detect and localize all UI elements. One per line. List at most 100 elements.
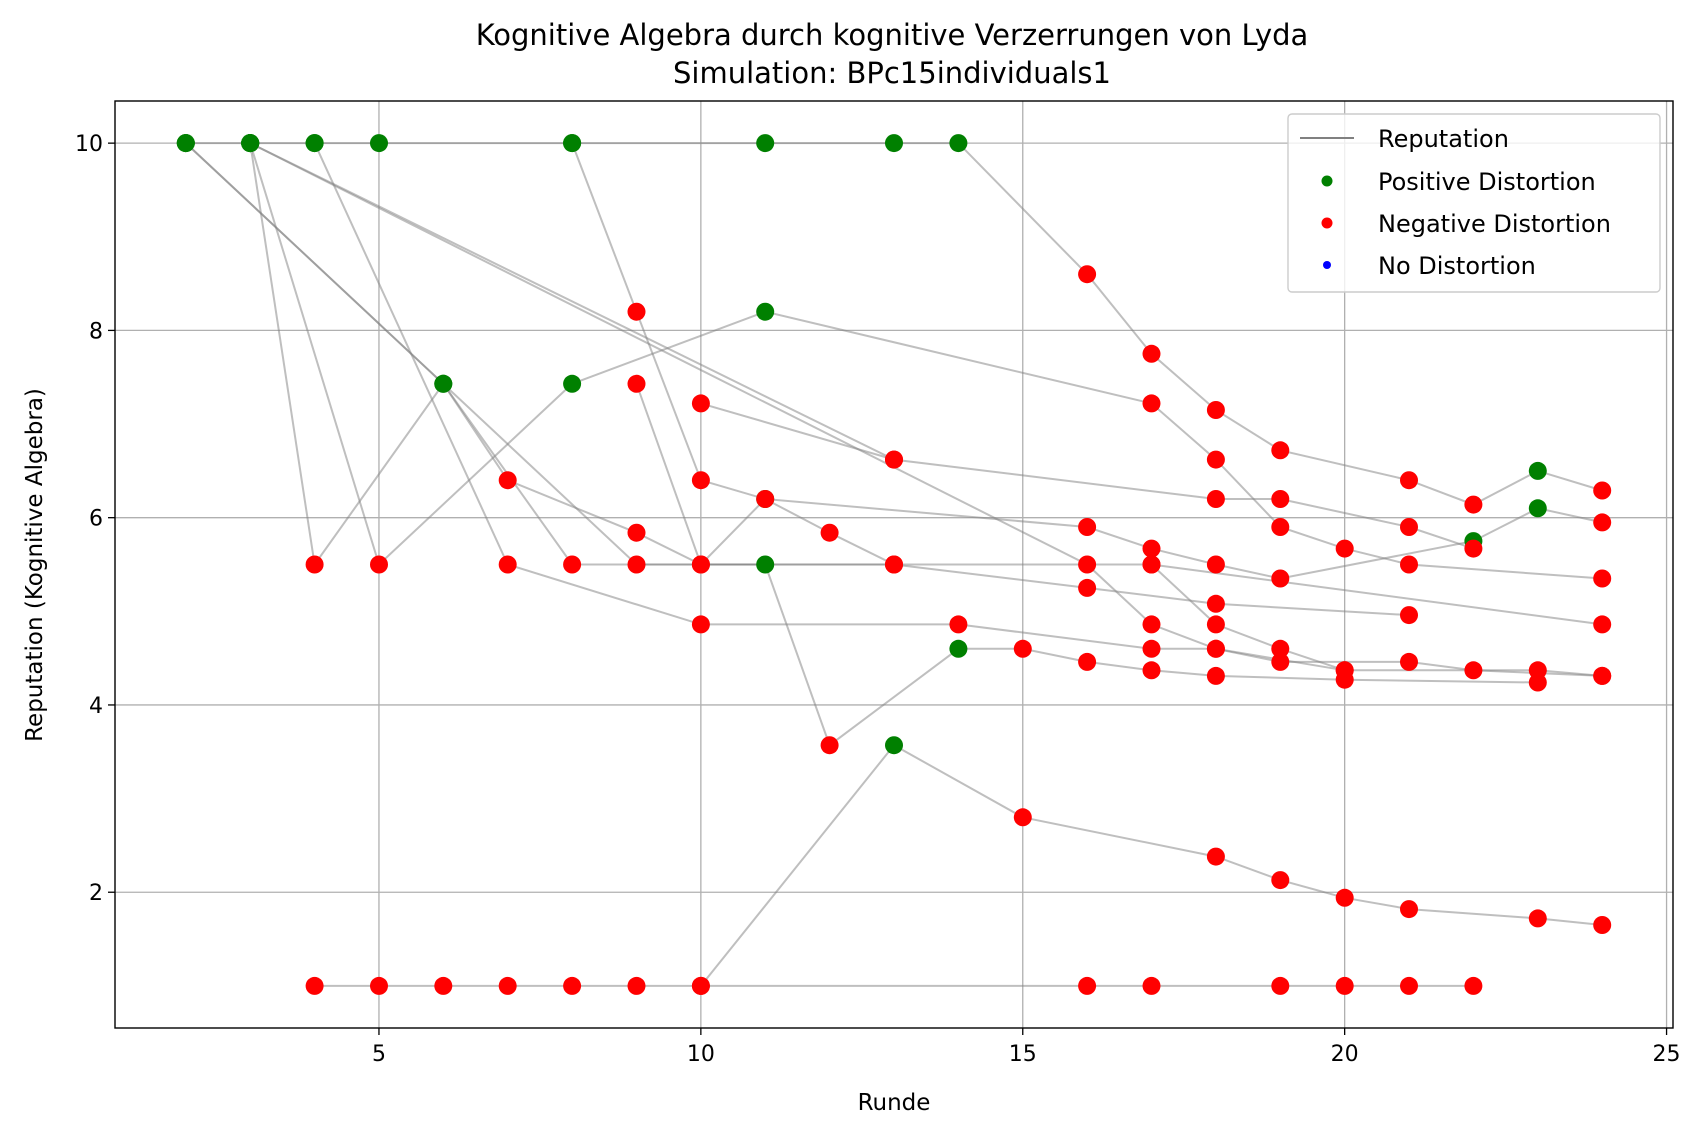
reputation-line (185, 142, 1410, 617)
negative-distortion-point (1464, 495, 1483, 514)
reputation-line (635, 383, 1346, 672)
negative-distortion-point (1400, 555, 1418, 574)
y-axis-label: Reputation (Kognitive Algebra) (22, 388, 48, 742)
negative-distortion-point (691, 471, 710, 490)
legend-marker-negative (1321, 217, 1333, 229)
negative-distortion-point (1593, 569, 1612, 588)
negative-distortion-point (1206, 594, 1225, 613)
negative-distortion-point (691, 976, 710, 995)
negative-distortion-point (885, 555, 903, 574)
x-tick-label: 5 (372, 1042, 386, 1067)
y-tick-label: 8 (89, 319, 103, 344)
negative-distortion-point (691, 394, 710, 413)
negative-distortion-point (1078, 976, 1097, 995)
negative-distortion-point (1078, 652, 1097, 671)
negative-distortion-point (1593, 666, 1612, 685)
negative-distortion-point (1142, 539, 1161, 558)
negative-distortion-point (1206, 639, 1225, 658)
legend-marker-positive (1321, 175, 1333, 187)
negative-distortion-point (1400, 606, 1418, 625)
negative-distortion-point (1464, 976, 1483, 995)
negative-distortion-point (1335, 888, 1354, 907)
positive-distortion-point (885, 736, 903, 755)
y-tick-label: 4 (89, 694, 103, 719)
negative-distortion-point (1335, 539, 1354, 558)
negative-distortion-point (563, 555, 582, 574)
negative-distortion-point (627, 523, 646, 542)
chart-title: Kognitive Algebra durch kognitive Verzer… (476, 18, 1309, 52)
negative-distortion-point (1013, 639, 1032, 658)
negative-distortion-point (1078, 265, 1097, 284)
negative-distortion-point (1206, 615, 1225, 634)
negative-distortion-point (370, 976, 388, 995)
y-tick-label: 10 (75, 132, 103, 157)
negative-distortion-point (1142, 555, 1161, 574)
negative-distortion-point (1206, 490, 1225, 508)
x-tick-label: 15 (1009, 1042, 1037, 1067)
negative-distortion-point (1078, 555, 1097, 574)
negative-distortion-point (1013, 808, 1032, 827)
negative-distortion-point (1206, 450, 1225, 469)
negative-distortion-point (1271, 976, 1290, 995)
legend-label-positive: Positive Distortion (1378, 168, 1596, 196)
negative-distortion-point (1142, 344, 1161, 363)
negative-distortion-point (691, 555, 710, 574)
negative-distortion-point (1206, 555, 1225, 574)
positive-distortion-point (756, 555, 775, 574)
reputation-line (249, 142, 1603, 677)
legend-label-none: No Distortion (1378, 252, 1536, 280)
reputation-line (249, 142, 1603, 580)
negative-distortion-point (370, 555, 388, 574)
negative-distortion-point (691, 615, 710, 634)
negative-distortion-point (1271, 518, 1290, 536)
negative-distortion-point (305, 555, 324, 574)
positive-distortion-point (756, 302, 775, 321)
reputation-line (249, 142, 1603, 580)
negative-distortion-point (1206, 666, 1225, 685)
negative-distortion-point (1271, 569, 1290, 588)
negative-distortion-point (627, 976, 646, 995)
reputation-line (185, 142, 1603, 506)
y-tick-label: 2 (89, 881, 103, 906)
axis-ticks: 5 10 15 20 25 2 4 6 8 10 (75, 132, 1681, 1067)
positive-distortion-point (241, 134, 260, 153)
legend: Reputation Positive Distortion Negative … (1287, 113, 1661, 293)
negative-distortion-point (305, 976, 324, 995)
negative-distortion-point (1335, 661, 1354, 680)
positive-distortion-point (563, 134, 582, 153)
positive-distortion-point (756, 134, 775, 153)
negative-distortion-point (1593, 513, 1612, 532)
positive-distortion-point (885, 134, 903, 153)
reputation-line (700, 402, 895, 461)
negative-distortion-point (1078, 578, 1097, 597)
negative-distortion-point (1271, 652, 1290, 671)
positive-distortion-point (563, 374, 582, 393)
negative-distortion-point (1078, 518, 1097, 536)
negative-distortion-point (1593, 916, 1612, 934)
negative-distortion-point (434, 976, 453, 995)
x-tick-label: 10 (687, 1042, 715, 1067)
negative-distortion-point (1400, 652, 1418, 671)
chart-subtitle: Simulation: BPc15individuals1 (673, 56, 1111, 90)
positive-distortion-point (434, 374, 453, 393)
reputation-lines (185, 142, 1603, 987)
negative-distortion-point (1593, 615, 1612, 634)
positive-distortion-point (176, 134, 195, 153)
x-tick-label: 25 (1653, 1042, 1681, 1067)
reputation-line (249, 142, 1474, 550)
negative-distortion-point (885, 450, 903, 469)
negative-distortion-point (1142, 976, 1161, 995)
negative-distortion-point (627, 555, 646, 574)
negative-distortion-point (1593, 481, 1612, 500)
positive-distortion-point (1528, 461, 1547, 480)
negative-distortion-point (1400, 900, 1418, 919)
negative-distortion-point (627, 302, 646, 321)
positive-distortion-point (305, 134, 324, 153)
negative-distortion-point (1142, 661, 1161, 680)
negative-distortion-point (1528, 909, 1547, 928)
negative-distortion-point (1400, 976, 1418, 995)
negative-distortion-point (1206, 401, 1225, 419)
negative-distortion-point (820, 736, 839, 755)
negative-distortion-point (1400, 471, 1418, 490)
